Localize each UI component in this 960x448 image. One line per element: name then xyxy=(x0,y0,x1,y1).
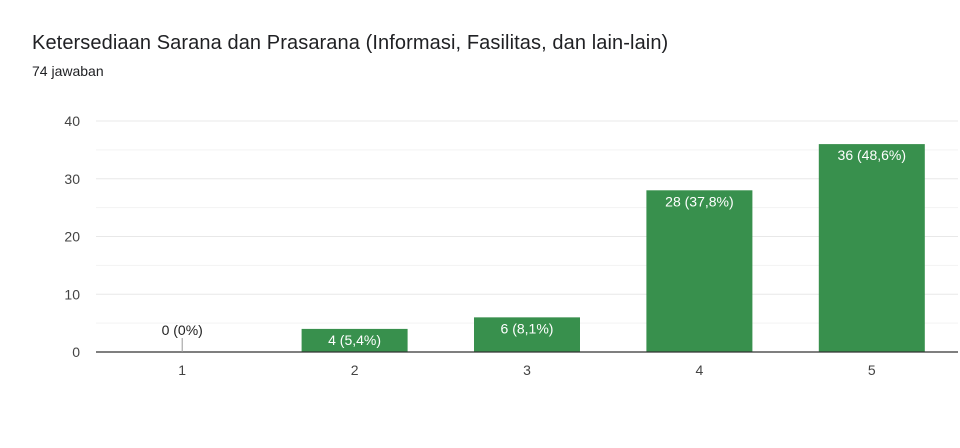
x-tick-label: 2 xyxy=(351,362,359,378)
y-tick-label: 40 xyxy=(64,113,80,129)
x-tick-label: 3 xyxy=(523,362,531,378)
x-tick-label: 5 xyxy=(868,362,876,378)
bars xyxy=(301,144,925,352)
question-title: Ketersediaan Sarana dan Prasarana (Infor… xyxy=(32,32,669,54)
y-tick-label: 10 xyxy=(64,286,80,302)
y-tick-label: 20 xyxy=(64,229,80,245)
bar-3 xyxy=(474,317,580,352)
bar-4 xyxy=(646,190,753,352)
y-tick-label: 0 xyxy=(72,344,80,360)
response-count: 74 jawaban xyxy=(32,63,104,79)
bar-2 xyxy=(301,328,408,352)
x-tick-label: 4 xyxy=(696,362,704,378)
x-tick-label: 1 xyxy=(178,362,186,378)
data-label: 0 (0%) xyxy=(162,322,203,338)
bar-5 xyxy=(818,144,925,352)
y-tick-label: 30 xyxy=(64,171,80,187)
data-label: 28 (37,8%) xyxy=(665,193,733,209)
data-label: 36 (48,6%) xyxy=(838,147,906,163)
gridlines xyxy=(96,120,958,324)
axes: 0 10 20 30 40 1 2 3 4 5 xyxy=(64,113,958,378)
data-label: 6 (8,1%) xyxy=(501,320,554,336)
data-label: 4 (5,4%) xyxy=(328,332,381,348)
data-labels: 0 (0%) 4 (5,4%) 6 (8,1%) 28 (37,8%) 36 (48,6… xyxy=(162,147,906,352)
